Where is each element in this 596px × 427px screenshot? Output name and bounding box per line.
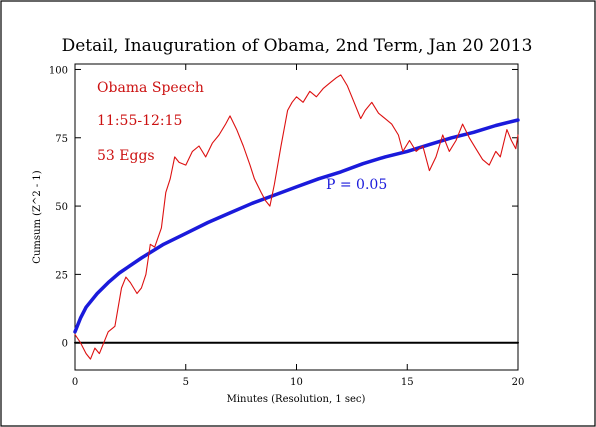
- x-tick-label: 0: [72, 377, 78, 388]
- x-tick-label: 15: [401, 377, 414, 388]
- x-tick-label: 10: [290, 377, 303, 388]
- x-tick-label: 20: [512, 377, 525, 388]
- significance-curve: [73, 118, 520, 334]
- significance-curve-layer: [73, 118, 520, 334]
- annotation-event: Obama Speech: [97, 80, 204, 96]
- y-tick-label: 75: [55, 134, 68, 145]
- cumsum-trace: [74, 74, 519, 360]
- x-axis-label: Minutes (Resolution, 1 sec): [227, 394, 366, 405]
- y-tick-label: 50: [55, 202, 68, 213]
- y-axis-label: Cumsum (Z^2 - 1): [32, 170, 43, 263]
- y-tick-label: 100: [49, 65, 68, 76]
- annotation-time-window: 11:55-12:15: [97, 113, 182, 129]
- annotation-significance: P = 0.05: [326, 177, 387, 193]
- chart-title: Detail, Inauguration of Obama, 2nd Term,…: [62, 36, 533, 56]
- cumsum-trace-layer: [74, 74, 519, 360]
- y-tick-label: 0: [62, 339, 68, 350]
- y-tick-label: 25: [55, 270, 68, 281]
- annotation-eggs: 53 Eggs: [97, 148, 155, 164]
- x-tick-label: 5: [183, 377, 189, 388]
